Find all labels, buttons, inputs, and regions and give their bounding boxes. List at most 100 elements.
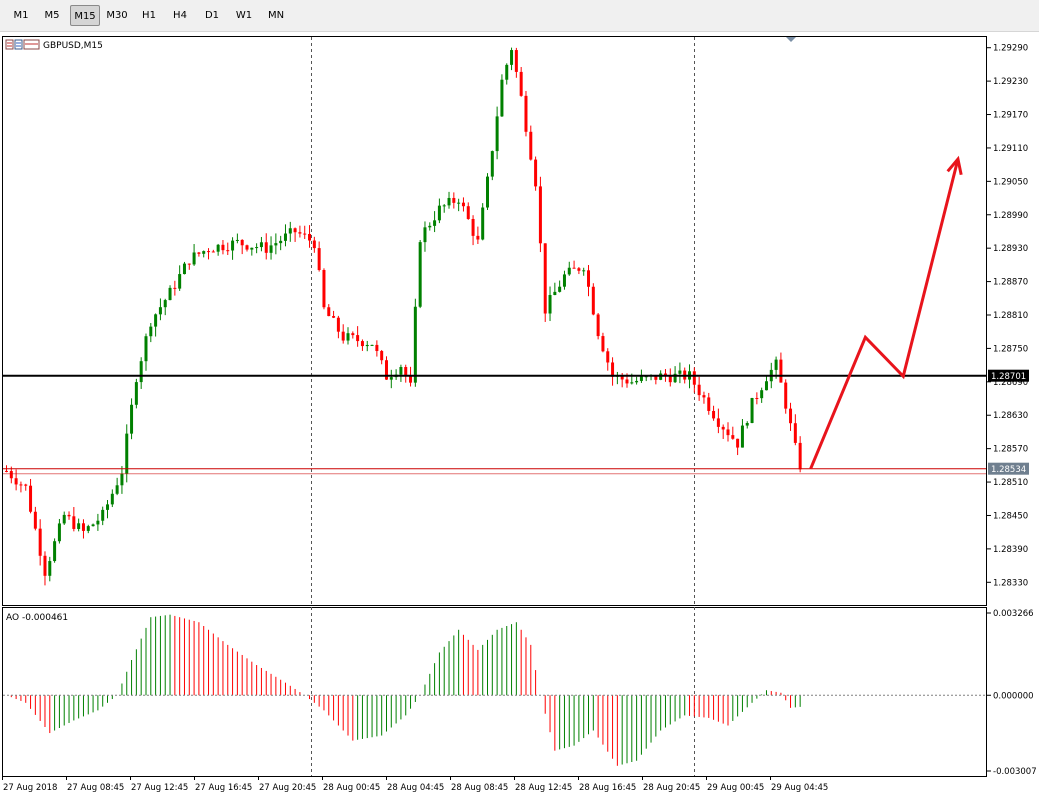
candle-body — [399, 367, 403, 375]
price-tick-label: 1.28990 — [993, 211, 1028, 221]
candle-body — [77, 523, 81, 529]
chart-shift-marker[interactable] — [786, 37, 796, 42]
candle-body — [269, 245, 273, 253]
ao-tick-label: -0.003007 — [993, 767, 1037, 777]
candle-body — [288, 228, 292, 234]
candle-body — [365, 344, 369, 347]
candle-body — [548, 295, 552, 314]
candle-body — [356, 335, 360, 342]
candle-body — [726, 429, 730, 436]
candle-body — [298, 232, 302, 234]
candle-body — [86, 526, 90, 531]
candle-body — [149, 326, 153, 337]
candle-body — [798, 442, 802, 470]
main-window-frame — [2, 36, 987, 606]
candle-body — [72, 516, 76, 529]
time-axis: 27 Aug 2018 27 Aug 08:45 27 Aug 12:45 27 Au… — [2, 777, 828, 793]
price-axis: 1.29290 1.29230 1.29170 1.29110 1.29050 1.289… — [987, 44, 1028, 588]
candle-body — [481, 207, 485, 240]
candle-body — [654, 374, 658, 380]
price-tick-label: 1.28690 — [993, 378, 1028, 388]
candle-body — [553, 291, 557, 296]
timeframe-m30-button[interactable]: M30 — [106, 10, 128, 21]
candle-body — [106, 504, 110, 510]
candle-body — [611, 362, 615, 377]
candle-body — [505, 64, 509, 80]
candle-body — [755, 397, 759, 399]
timeframe-w1-button[interactable]: W1 — [235, 10, 253, 21]
candle-body — [33, 511, 37, 529]
price-tick-label: 1.28630 — [993, 411, 1028, 421]
candle-body — [120, 473, 124, 486]
timeframe-m5-button[interactable]: M5 — [44, 10, 60, 21]
candle-body — [341, 331, 345, 341]
candle-body — [413, 306, 417, 383]
candle-body — [442, 205, 446, 207]
candle-body — [784, 382, 788, 409]
timeframe-m1-button[interactable]: M1 — [13, 10, 29, 21]
candle-body — [168, 287, 172, 301]
candle-body — [9, 471, 13, 479]
candle-body — [750, 397, 754, 423]
candle-body — [404, 367, 408, 377]
candle-body — [707, 397, 711, 411]
forecast-arrow[interactable] — [809, 158, 960, 470]
candle-body — [134, 382, 138, 405]
candle-body — [322, 270, 326, 308]
candle-body — [423, 227, 427, 243]
candle-body — [187, 263, 191, 265]
ao-tick-label: 0.000000 — [993, 691, 1034, 701]
price-tick-label: 1.28870 — [993, 278, 1028, 288]
candle-body — [293, 228, 297, 233]
candle-body — [182, 263, 186, 275]
time-tick-label: 27 Aug 20:45 — [259, 783, 316, 793]
timeframe-h1-button[interactable]: H1 — [142, 10, 156, 21]
candle-body — [346, 333, 350, 341]
price-tick-label: 1.29230 — [993, 77, 1028, 87]
candle-body — [731, 435, 735, 439]
candle-body — [62, 514, 66, 524]
candle-body — [5, 470, 8, 472]
candle-body — [375, 344, 379, 352]
candle-body — [245, 245, 249, 250]
candle-body — [721, 426, 725, 430]
timeframe-mn-button[interactable]: MN — [267, 10, 285, 21]
candle-body — [274, 243, 278, 246]
forecast-arrow-head — [946, 155, 963, 176]
candle-body — [57, 523, 61, 542]
candle-body — [154, 314, 158, 327]
candle-body — [500, 79, 504, 117]
price-tick-label: 1.28750 — [993, 344, 1028, 354]
candle-body — [606, 351, 610, 363]
candle-body — [96, 520, 100, 525]
candle-body — [582, 270, 586, 272]
candle-body — [471, 218, 475, 236]
candle-body — [351, 333, 355, 336]
candle-body — [240, 239, 244, 246]
price-tick-label: 1.28330 — [993, 578, 1028, 588]
candle-body — [312, 240, 316, 249]
timeframe-d1-button[interactable]: D1 — [204, 10, 220, 21]
timeframe-h4-button[interactable]: H4 — [173, 10, 187, 21]
time-tick-label: 28 Aug 04:45 — [387, 783, 444, 793]
price-tag-box — [988, 462, 1029, 475]
time-tick-label: 27 Aug 08:45 — [67, 783, 124, 793]
time-tick-label: 28 Aug 08:45 — [451, 783, 508, 793]
price-chart[interactable]: GBPUSD,M15 AO -0.000461 1.292901.292301.… — [0, 32, 1039, 799]
candle-body — [14, 478, 18, 485]
ao-window-frame — [2, 607, 987, 777]
price-tick-label: 1.28390 — [993, 545, 1028, 555]
candle-body — [158, 307, 162, 315]
symbol-icon — [5, 39, 40, 50]
ao-indicator-label: AO -0.000461 — [6, 613, 68, 623]
time-tick-label: 27 Aug 16:45 — [195, 783, 252, 793]
candle-body — [461, 202, 465, 207]
candle-body — [789, 408, 793, 424]
time-tick-label: 27 Aug 2018 — [3, 783, 57, 793]
candle-body — [437, 205, 441, 221]
candle-body — [644, 376, 648, 378]
candle-body — [519, 71, 523, 96]
candle-body — [596, 314, 600, 337]
candle-body — [370, 344, 374, 346]
timeframe-m15-button[interactable]: M15 — [70, 5, 100, 26]
